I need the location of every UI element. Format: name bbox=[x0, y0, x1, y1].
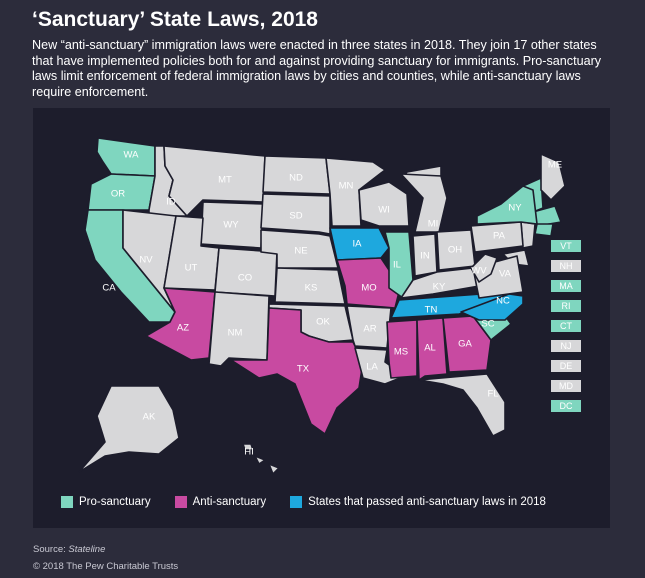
page-title: ‘Sanctuary’ State Laws, 2018 bbox=[32, 8, 318, 31]
small-state-vt: VT bbox=[551, 240, 581, 252]
state-label-ny: NY bbox=[508, 203, 522, 214]
state-shape-tx bbox=[230, 307, 364, 435]
state-shape-sd bbox=[260, 193, 331, 235]
state-label-wa: WA bbox=[124, 150, 140, 161]
state-label-ia: IA bbox=[353, 239, 363, 250]
legend-item-anti: Anti-sanctuary bbox=[174, 496, 267, 508]
state-shape-mo bbox=[336, 257, 400, 309]
state-label-ks: KS bbox=[305, 283, 318, 294]
state-label-co: CO bbox=[238, 273, 252, 284]
state-label-az: AZ bbox=[177, 323, 189, 334]
state-label-sc: SC bbox=[481, 319, 494, 330]
small-state-md: MD bbox=[551, 380, 581, 392]
source-note: Source: Stateline bbox=[33, 544, 105, 555]
state-label-wv: WV bbox=[471, 266, 487, 277]
legend-swatch-passed-2018 bbox=[290, 496, 303, 508]
state-label-in: IN bbox=[420, 251, 430, 262]
state-shape-detail-2 bbox=[534, 223, 554, 237]
state-shape-al bbox=[416, 317, 448, 381]
small-state-nj: NJ bbox=[551, 340, 581, 352]
state-shape-detail-6 bbox=[254, 455, 266, 465]
state-label-ar: AR bbox=[363, 324, 376, 335]
state-label-nc: NC bbox=[496, 296, 510, 307]
state-label-nv: NV bbox=[139, 255, 153, 266]
state-shape-nm bbox=[208, 291, 270, 367]
small-state-dc: DC bbox=[551, 400, 581, 412]
state-shape-me bbox=[540, 153, 566, 201]
copyright-note: © 2018 The Pew Charitable Trusts bbox=[33, 561, 179, 572]
map-panel: WA OR CA ID NV MT WY UT CO AZ NM ND SD NE KS OK TX MN IA MO… bbox=[33, 108, 610, 528]
state-shape-wi bbox=[358, 181, 410, 227]
state-label-mn: MN bbox=[339, 181, 354, 192]
state-label-sd: SD bbox=[289, 211, 302, 222]
state-label-wi: WI bbox=[378, 205, 390, 216]
state-label-al: AL bbox=[424, 343, 436, 354]
state-label-nd: ND bbox=[289, 173, 303, 184]
state-label-wy: WY bbox=[223, 220, 239, 231]
source-name: Stateline bbox=[68, 544, 106, 555]
small-state-ct: CT bbox=[551, 320, 581, 332]
state-shape-ks bbox=[274, 267, 346, 305]
state-label-ak: AK bbox=[143, 412, 156, 423]
state-label-ga: GA bbox=[458, 339, 472, 350]
state-shape-detail-7 bbox=[268, 463, 280, 475]
state-label-tn: TN bbox=[425, 305, 438, 316]
page-subtitle: New “anti-sanctuary” immigration laws we… bbox=[32, 38, 602, 99]
state-label-pa: PA bbox=[493, 231, 506, 242]
state-label-ne: NE bbox=[294, 246, 307, 257]
legend-item-passed-2018: States that passed anti-sanctuary laws i… bbox=[290, 496, 546, 508]
us-map: WA OR CA ID NV MT WY UT CO AZ NM ND SD NE KS OK TX MN IA MO… bbox=[78, 137, 566, 475]
state-label-la: LA bbox=[366, 362, 378, 373]
state-label-hi: HI bbox=[244, 447, 254, 458]
small-state-de: DE bbox=[551, 360, 581, 372]
state-label-ut: UT bbox=[185, 263, 198, 274]
state-label-ky: KY bbox=[433, 282, 446, 293]
state-label-ca: CA bbox=[102, 283, 116, 294]
legend-label-pro: Pro-sanctuary bbox=[79, 496, 151, 508]
small-state-nh: NH bbox=[551, 260, 581, 272]
state-shape-ar bbox=[346, 305, 392, 349]
state-label-mi: MI bbox=[428, 219, 439, 230]
state-label-fl: FL bbox=[487, 389, 498, 400]
state-shape-ne bbox=[260, 229, 339, 269]
state-label-tx: TX bbox=[297, 364, 310, 375]
state-label-mo: MO bbox=[361, 283, 376, 294]
state-shape-wv bbox=[470, 253, 498, 283]
state-label-nm: NM bbox=[228, 328, 243, 339]
legend-label-anti: Anti-sanctuary bbox=[192, 496, 267, 508]
state-shape-fl bbox=[418, 373, 506, 437]
source-label: Source: bbox=[33, 544, 69, 555]
state-shape-ms bbox=[386, 319, 418, 379]
legend-item-pro: Pro-sanctuary bbox=[61, 496, 151, 508]
state-label-mt: MT bbox=[218, 175, 232, 186]
state-label-me: ME bbox=[548, 160, 562, 171]
state-shape-ak bbox=[78, 385, 180, 473]
small-state-ri: RI bbox=[551, 300, 581, 312]
state-shape-ia bbox=[329, 227, 390, 261]
legend-swatch-pro bbox=[61, 496, 73, 508]
legend-label-passed-2018: States that passed anti-sanctuary laws i… bbox=[308, 496, 546, 508]
small-state-ma: MA bbox=[551, 280, 581, 292]
legend: Pro-sanctuary Anti-sanctuary States that… bbox=[61, 496, 570, 508]
state-label-oh: OH bbox=[448, 245, 462, 256]
state-label-id: ID bbox=[166, 197, 176, 208]
state-label-il: IL bbox=[393, 260, 401, 271]
legend-swatch-anti bbox=[174, 496, 187, 508]
state-shape-ny bbox=[476, 185, 538, 225]
state-label-va: VA bbox=[499, 269, 512, 280]
state-label-ok: OK bbox=[316, 317, 330, 328]
state-label-or: OR bbox=[111, 189, 125, 200]
state-label-ms: MS bbox=[394, 347, 408, 358]
state-shape-ga bbox=[442, 315, 492, 373]
state-shape-hi bbox=[242, 443, 254, 451]
